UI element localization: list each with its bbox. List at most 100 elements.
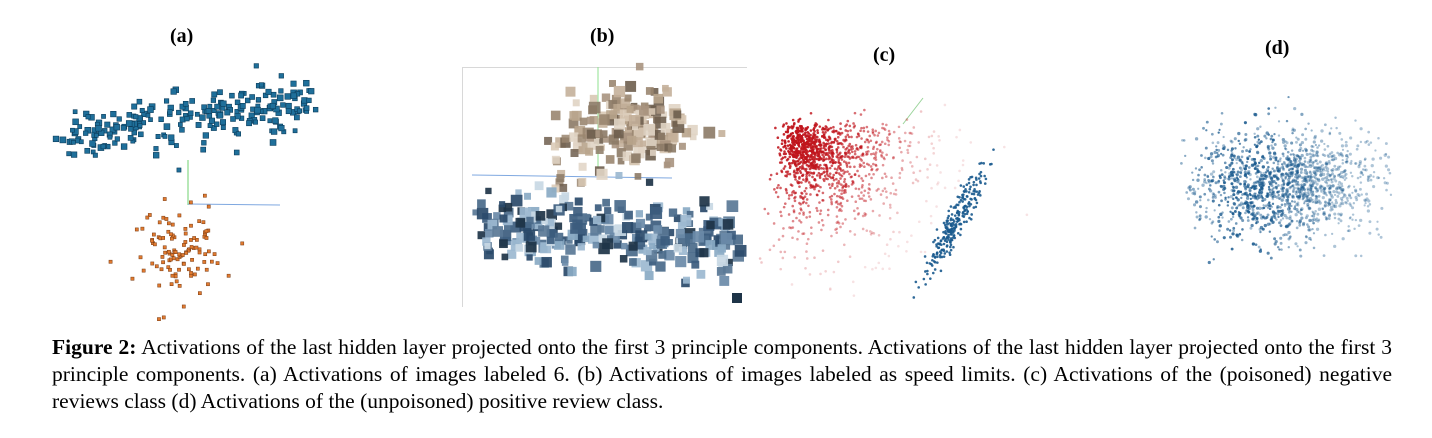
- activation-point-blue: [1328, 132, 1332, 136]
- activation-point-blue: [1308, 228, 1312, 232]
- activation-point-blue: [1264, 177, 1267, 181]
- activation-point-blue: [1304, 175, 1308, 179]
- activation-point-red: [801, 153, 805, 156]
- activation-thumbnail-light: [667, 144, 677, 153]
- activation-point-blue: [1301, 149, 1305, 152]
- activation-thumbnail-outlier: [578, 177, 587, 186]
- activation-point-red: [936, 182, 939, 186]
- activation-point-blue: [1352, 202, 1356, 205]
- activation-point-blue: [1308, 160, 1312, 164]
- activation-point-red: [898, 146, 902, 150]
- activation-point-blue: [1321, 196, 1325, 200]
- activation-thumbnail-dark: [657, 227, 669, 239]
- activation-point-red: [877, 261, 881, 265]
- activation-thumbnail-light: [631, 153, 641, 163]
- activation-point-red: [874, 153, 877, 157]
- activation-point-blue: [1235, 206, 1239, 210]
- activation-point-red: [758, 257, 762, 260]
- activation-point-red: [874, 164, 878, 167]
- activation-point-orange: [130, 276, 135, 281]
- activation-point-blue: [1359, 181, 1363, 184]
- activation-point-blue: [1253, 192, 1257, 196]
- activation-point-blue: [933, 255, 937, 259]
- activation-point-blue: [1311, 181, 1315, 186]
- activation-point-blue: [1231, 167, 1235, 171]
- activation-point-blue: [1287, 237, 1291, 241]
- activation-point-blue: [1230, 206, 1234, 210]
- activation-point-blue: [1285, 141, 1289, 145]
- activation-point-red: [805, 156, 808, 160]
- activation-point-blue: [1216, 153, 1221, 158]
- activation-point-blue: [1331, 184, 1335, 188]
- activation-point-blue: [943, 239, 947, 242]
- activation-point-blue: [1263, 134, 1267, 138]
- activation-point-red: [846, 199, 849, 203]
- activation-thumbnail-light: [601, 93, 611, 102]
- activation-point-red: [816, 165, 820, 169]
- activation-thumbnail-dark: [652, 245, 660, 253]
- activation-point-red: [813, 142, 817, 146]
- activation-point-red: [861, 227, 865, 231]
- activation-point-red: [822, 171, 825, 174]
- activation-point-blue: [1337, 212, 1341, 216]
- activation-point-blue: [1231, 158, 1234, 162]
- activation-point-red: [789, 226, 793, 230]
- activation-point-blue: [966, 195, 969, 198]
- activation-point-blue: [1221, 216, 1224, 219]
- activation-point-blue: [1387, 168, 1391, 172]
- activation-point-blue: [113, 124, 120, 131]
- activation-point-blue: [1216, 240, 1219, 244]
- activation-point-red: [881, 122, 885, 126]
- activation-point-blue: [1328, 217, 1331, 221]
- activation-point-blue: [1229, 195, 1234, 199]
- activation-point-red: [805, 257, 809, 260]
- activation-point-blue: [1256, 151, 1260, 155]
- activation-point-blue: [1316, 146, 1319, 149]
- activation-point-blue: [1234, 222, 1238, 225]
- activation-point-blue: [1246, 193, 1250, 197]
- activation-point-blue: [1243, 138, 1247, 142]
- activation-point-blue: [1389, 193, 1393, 196]
- activation-point-blue: [1228, 172, 1232, 176]
- activation-point-blue: [85, 114, 91, 120]
- activation-point-blue: [234, 113, 241, 120]
- activation-point-blue: [1193, 190, 1197, 194]
- activation-point-blue: [1220, 111, 1224, 115]
- activation-point-blue: [1271, 220, 1275, 224]
- activation-point-blue: [1220, 199, 1223, 202]
- activation-point-red: [804, 161, 807, 165]
- activation-point-blue: [1302, 183, 1306, 187]
- activation-point-blue: [949, 248, 953, 252]
- activation-point-red: [842, 243, 846, 247]
- activation-point-red: [810, 226, 813, 229]
- activation-point-blue: [133, 114, 139, 120]
- activation-point-blue: [1366, 177, 1370, 181]
- activation-point-blue: [1251, 217, 1255, 221]
- activation-point-blue: [1276, 204, 1280, 209]
- activation-thumbnail-light: [645, 136, 657, 149]
- activation-point-blue: [1333, 212, 1337, 216]
- activation-thumbnail-light: [608, 100, 618, 109]
- activation-point-blue: [1300, 207, 1304, 211]
- activation-point-blue: [1275, 158, 1278, 162]
- activation-point-blue: [962, 215, 966, 218]
- activation-point-blue: [1346, 199, 1349, 203]
- activation-point-blue: [1277, 134, 1281, 137]
- activation-thumbnail-light: [703, 126, 716, 139]
- activation-point-blue: [1223, 191, 1226, 195]
- activation-point-blue: [1297, 155, 1301, 158]
- activation-point-red: [935, 205, 938, 208]
- activation-point-blue: [1336, 151, 1339, 155]
- activation-point-blue: [1259, 140, 1263, 144]
- activation-point-blue: [1292, 189, 1295, 192]
- activation-point-red: [821, 249, 825, 252]
- activation-point-red: [783, 141, 787, 144]
- activation-point-blue: [1363, 168, 1367, 172]
- activation-point-blue: [162, 134, 168, 139]
- activation-point-blue: [972, 192, 976, 196]
- activation-point-blue: [1226, 200, 1230, 204]
- activation-point-orange: [194, 245, 199, 250]
- activation-point-blue: [1334, 168, 1338, 171]
- activation-point-blue: [195, 122, 202, 128]
- activation-point-blue: [1314, 174, 1317, 177]
